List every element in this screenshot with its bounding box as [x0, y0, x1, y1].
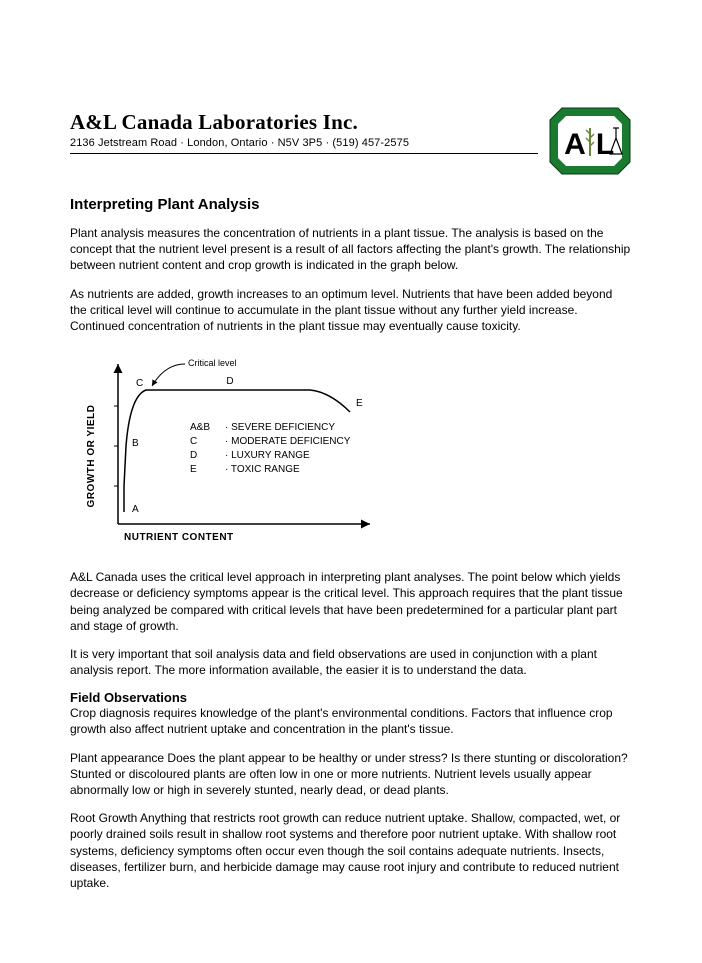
svg-text:A: A — [564, 128, 586, 161]
svg-text:· TOXIC RANGE: · TOXIC RANGE — [225, 464, 300, 475]
svg-text:Critical level: Critical level — [188, 358, 237, 368]
growth-chart: ABCDECritical levelA&B· SEVERE DEFICIENC… — [80, 346, 632, 551]
page-title: Interpreting Plant Analysis — [70, 196, 632, 213]
paragraph-6: Plant appearance Does the plant appear t… — [70, 750, 632, 799]
svg-text:D: D — [190, 450, 197, 461]
svg-text:· MODERATE DEFICIENCY: · MODERATE DEFICIENCY — [225, 436, 351, 447]
header-text-block: A&L Canada Laboratories Inc. 2136 Jetstr… — [70, 110, 538, 154]
company-logo: A L — [548, 106, 632, 176]
svg-text:C: C — [190, 436, 197, 447]
svg-text:· SEVERE DEFICIENCY: · SEVERE DEFICIENCY — [225, 422, 335, 433]
company-name: A&L Canada Laboratories Inc. — [70, 110, 538, 135]
paragraph-3: A&L Canada uses the critical level appro… — [70, 569, 632, 634]
svg-text:A: A — [132, 504, 139, 515]
svg-text:C: C — [136, 378, 143, 389]
svg-text:E: E — [190, 464, 197, 475]
paragraph-2: As nutrients are added, growth increases… — [70, 286, 632, 335]
paragraph-4: It is very important that soil analysis … — [70, 646, 632, 678]
svg-text:A&B: A&B — [190, 422, 210, 433]
svg-text:L: L — [596, 128, 614, 161]
field-observations-title: Field Observations — [70, 690, 632, 705]
svg-text:· LUXURY RANGE: · LUXURY RANGE — [225, 450, 310, 461]
svg-text:D: D — [226, 376, 233, 387]
svg-text:B: B — [132, 438, 139, 449]
paragraph-1: Plant analysis measures the concentratio… — [70, 225, 632, 274]
svg-text:NUTRIENT CONTENT: NUTRIENT CONTENT — [124, 532, 234, 543]
paragraph-5: Crop diagnosis requires knowledge of the… — [70, 705, 632, 737]
company-address: 2136 Jetstream Road · London, Ontario · … — [70, 137, 538, 149]
svg-text:GROWTH OR YIELD: GROWTH OR YIELD — [86, 405, 97, 508]
header-row: A&L Canada Laboratories Inc. 2136 Jetstr… — [70, 110, 632, 176]
svg-text:E: E — [356, 398, 363, 409]
page: A&L Canada Laboratories Inc. 2136 Jetstr… — [0, 0, 702, 963]
paragraph-7: Root Growth Anything that restricts root… — [70, 810, 632, 891]
header-rule — [70, 153, 538, 154]
